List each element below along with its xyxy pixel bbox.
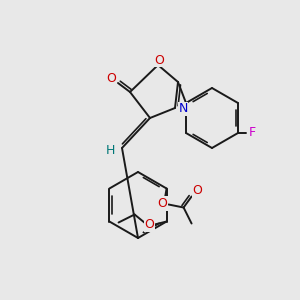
Text: O: O xyxy=(158,197,167,210)
Text: H: H xyxy=(105,143,115,157)
Text: N: N xyxy=(178,103,188,116)
Text: F: F xyxy=(248,127,256,140)
Text: O: O xyxy=(106,73,116,85)
Text: O: O xyxy=(145,218,154,231)
Text: O: O xyxy=(154,53,164,67)
Text: O: O xyxy=(193,184,202,197)
